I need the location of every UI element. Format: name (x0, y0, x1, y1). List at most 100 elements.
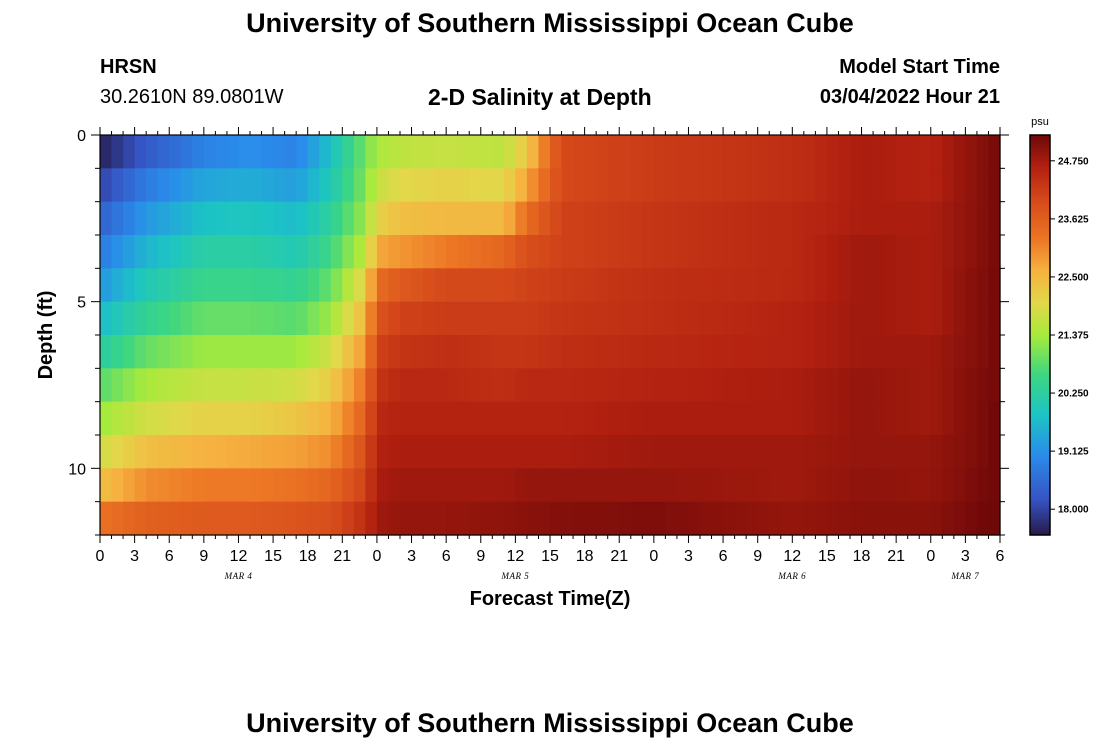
heatmap-cell (665, 268, 678, 303)
heatmap-cell (319, 301, 332, 336)
heatmap-cell (896, 501, 909, 536)
x-tick-label: 3 (130, 548, 139, 565)
heatmap-cell (700, 435, 713, 469)
heatmap-cell (942, 135, 955, 169)
y-tick-label: 5 (77, 295, 86, 312)
heatmap-cell (873, 201, 886, 236)
heatmap-cell (826, 168, 840, 203)
heatmap-cell (342, 368, 355, 403)
heatmap-cell (653, 168, 666, 203)
heatmap-cell (757, 368, 770, 403)
x-tick-label: 12 (783, 548, 801, 565)
heatmap-cell (896, 401, 909, 436)
heatmap-cell (284, 368, 297, 403)
heatmap-cell (400, 135, 413, 169)
heatmap-cell (746, 468, 759, 503)
heatmap-cell (907, 168, 920, 203)
heatmap-cell (261, 468, 274, 503)
heatmap-cell (803, 268, 816, 303)
heatmap-cell (988, 368, 1001, 403)
heatmap-cell (976, 168, 990, 203)
heatmap-cell (942, 235, 955, 269)
heatmap-cell (619, 435, 632, 469)
heatmap-cell (584, 468, 597, 503)
heatmap-cell (734, 435, 747, 469)
heatmap-cell (780, 168, 793, 203)
heatmap-cell (907, 301, 920, 336)
heatmap-cell (619, 335, 632, 369)
heatmap-cell (826, 268, 840, 303)
heatmap-cell (930, 235, 943, 269)
heatmap-cell (561, 301, 574, 336)
heatmap-cell (307, 268, 320, 303)
heatmap-cell (284, 235, 297, 269)
heatmap-cell (411, 235, 424, 269)
heatmap-cell (330, 268, 343, 303)
heatmap-cell (653, 401, 666, 436)
heatmap-cell (734, 201, 747, 236)
heatmap-cell (100, 468, 113, 503)
heatmap-cell (180, 168, 193, 203)
heatmap-cell (815, 235, 828, 269)
heatmap-cell (226, 368, 240, 403)
heatmap-cell (723, 335, 736, 369)
heatmap-cell (619, 135, 632, 169)
heatmap-cell (550, 401, 563, 436)
heatmap-cell (250, 301, 263, 336)
heatmap-cell (388, 401, 401, 436)
heatmap-cell (850, 435, 863, 469)
x-tick-label: 21 (333, 548, 351, 565)
heatmap-cell (307, 335, 320, 369)
heatmap-cell (676, 268, 690, 303)
heatmap-cell (261, 435, 274, 469)
heatmap-cell (757, 235, 770, 269)
heatmap-cell (815, 368, 828, 403)
heatmap-cell (515, 401, 528, 436)
heatmap-cell (503, 435, 516, 469)
heatmap-cell (723, 368, 736, 403)
heatmap-cell (411, 335, 424, 369)
heatmap-cell (896, 468, 909, 503)
heatmap-cell (850, 468, 863, 503)
heatmap-cell (584, 435, 597, 469)
heatmap-cell (376, 201, 390, 236)
heatmap-cell (180, 201, 193, 236)
heatmap-cell (884, 368, 897, 403)
heatmap-cell (642, 435, 655, 469)
heatmap-cell (550, 235, 563, 269)
heatmap-cell (330, 301, 343, 336)
heatmap-cell (238, 401, 251, 436)
heatmap-cell (907, 235, 920, 269)
heatmap-cell (457, 301, 470, 336)
heatmap-cell (319, 368, 332, 403)
heatmap-cell (284, 435, 297, 469)
x-axis-title: Forecast Time(Z) (470, 588, 631, 610)
heatmap-cell (861, 235, 874, 269)
heatmap-cell (411, 168, 424, 203)
heatmap-cell (319, 201, 332, 236)
heatmap-cell (976, 501, 990, 536)
heatmap-cell (665, 501, 678, 536)
heatmap-cell (238, 435, 251, 469)
heatmap-cell (446, 201, 459, 236)
heatmap-cell (365, 235, 378, 269)
heatmap-cell (250, 401, 263, 436)
heatmap-cell (111, 201, 124, 236)
heatmap-cell (873, 268, 886, 303)
heatmap-cell (676, 135, 690, 169)
x-tick-label: 0 (649, 548, 658, 565)
heatmap-cell (319, 168, 332, 203)
x-tick-label: 3 (684, 548, 693, 565)
heatmap-cell (400, 501, 413, 536)
heatmap-cell (965, 301, 978, 336)
heatmap-cell (642, 168, 655, 203)
x-tick-label: 15 (541, 548, 559, 565)
heatmap-cell (284, 301, 297, 336)
heatmap-cell (215, 235, 228, 269)
heatmap-cell (353, 268, 366, 303)
heatmap-cell (307, 201, 320, 236)
heatmap-cell (330, 435, 343, 469)
page-title: University of Southern Mississippi Ocean… (246, 8, 854, 38)
heatmap-cell (169, 201, 182, 236)
heatmap-cell (169, 168, 182, 203)
